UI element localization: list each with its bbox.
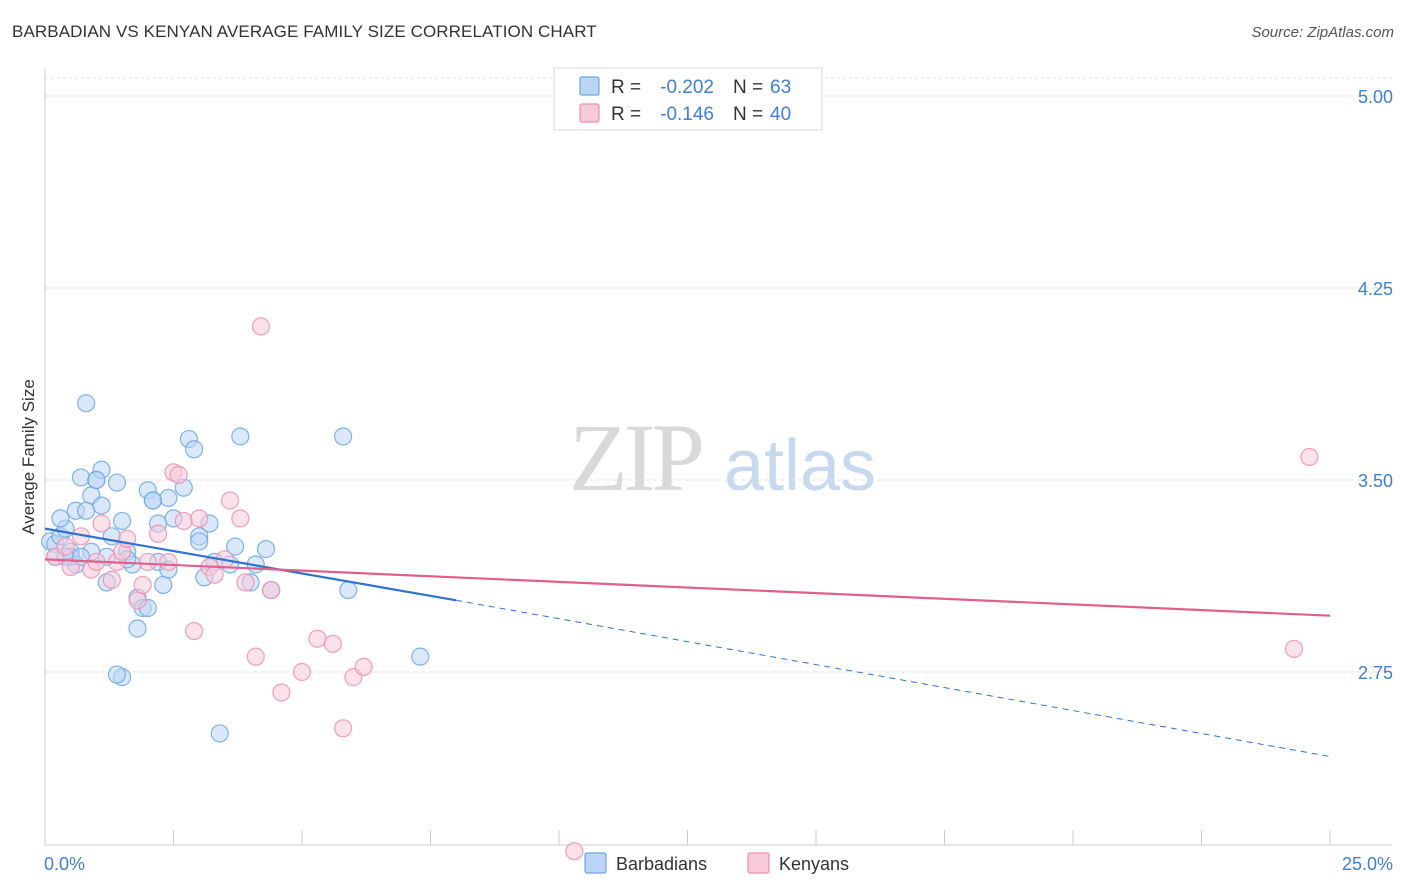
data-point (56, 537, 75, 556)
data-point (292, 662, 312, 682)
chart-title: BARBADIAN VS KENYAN AVERAGE FAMILY SIZE … (12, 22, 597, 41)
data-point (61, 557, 80, 577)
data-point (71, 468, 91, 487)
data-point (220, 491, 240, 510)
legend-r-value: -0.202 (660, 77, 714, 98)
x-tick-label-min: 0.0% (44, 854, 85, 874)
data-point (102, 570, 121, 589)
data-point (231, 509, 250, 528)
source-label: Source: ZipAtlas.com (1251, 24, 1394, 41)
data-point (339, 580, 358, 600)
data-point (210, 724, 229, 743)
legend-bottom-swatch (584, 852, 607, 874)
legend-n-label: N = (733, 77, 763, 98)
legend-n-label: N = (733, 104, 763, 125)
trend-line-extension (456, 599, 1331, 757)
data-point (133, 575, 152, 595)
series-kenyans (46, 317, 1319, 861)
legend-bottom-label: Barbadians (616, 854, 707, 874)
data-point (169, 465, 188, 484)
data-point (92, 496, 111, 515)
data-point (205, 565, 224, 584)
legend-bottom-swatch (747, 852, 770, 874)
data-point (354, 657, 373, 676)
data-point (251, 317, 270, 336)
data-point (1284, 639, 1304, 659)
data-point (226, 537, 245, 556)
y-tick-label: 5.00 (1358, 87, 1393, 107)
legend-r-value: -0.146 (660, 104, 714, 125)
data-point (51, 509, 70, 528)
data-point (272, 683, 291, 702)
y-tick-label: 3.50 (1358, 471, 1393, 491)
data-point (1300, 447, 1319, 467)
legend-swatch (579, 103, 600, 123)
data-point (159, 552, 178, 572)
data-point (107, 665, 127, 684)
data-point (323, 634, 342, 653)
data-point (154, 575, 173, 595)
data-point (184, 440, 204, 459)
data-point (159, 488, 178, 508)
watermark-zip: ZIP (569, 404, 702, 511)
data-point (308, 629, 327, 648)
watermark-atlas: atlas (724, 426, 876, 506)
watermark: ZIP atlas (569, 404, 876, 511)
data-point (236, 573, 255, 592)
data-point (174, 511, 193, 531)
data-point (334, 427, 353, 446)
data-point (107, 473, 127, 492)
data-point (190, 532, 209, 551)
data-point (411, 647, 430, 666)
y-tick-label: 4.25 (1358, 279, 1393, 299)
data-point (256, 540, 276, 559)
legend-bottom: Barbadians Kenyans (584, 852, 849, 874)
data-point (143, 491, 163, 510)
data-point (231, 427, 250, 446)
data-point (87, 470, 106, 490)
legend-r-label: R = (611, 104, 641, 125)
legend-swatch (579, 76, 600, 96)
data-point (262, 580, 281, 600)
legend-top: R = -0.202 N = 63 R = -0.146 N = 40 (553, 67, 823, 131)
data-point (92, 514, 111, 533)
legend-n-value: 40 (770, 104, 791, 125)
data-point (565, 842, 584, 861)
y-axis-title: Average Family Size (19, 379, 38, 535)
legend-bottom-label: Kenyans (779, 854, 849, 874)
data-point (128, 619, 147, 638)
data-point (246, 647, 265, 666)
data-point (148, 524, 168, 543)
data-point (128, 591, 147, 610)
data-point (77, 501, 96, 520)
y-tick-label: 2.75 (1358, 663, 1393, 683)
data-point (334, 719, 353, 738)
data-point (190, 509, 209, 528)
data-point (77, 394, 96, 413)
data-point (138, 552, 157, 572)
legend-n-value: 63 (770, 77, 791, 98)
x-tick-label-max: 25.0% (1342, 854, 1393, 874)
legend-r-label: R = (611, 77, 641, 98)
trend-line-kenyans (44, 558, 1331, 617)
trend-line-barbadians (44, 527, 457, 602)
data-point (184, 621, 204, 641)
data-point (112, 511, 132, 531)
